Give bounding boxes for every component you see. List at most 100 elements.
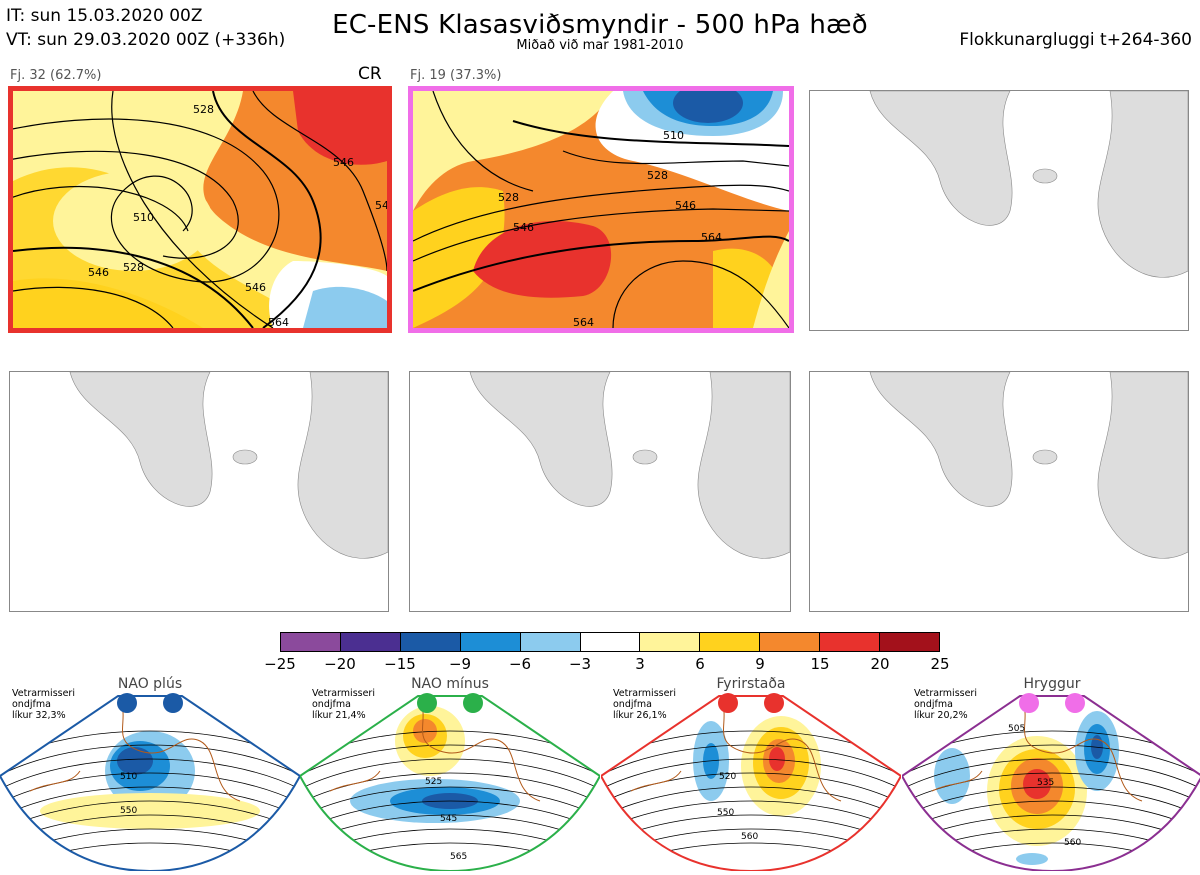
contour-label: 546	[375, 199, 387, 212]
colorbar-tick-label: −9	[448, 655, 472, 673]
regime-panel: 505 535 560 Hryggur Vetrarmisseri ondjfma líku…	[900, 676, 1200, 873]
regime-panel: 510 550 NAO plús Vetrarmisseri ondjfma líkur …	[0, 676, 302, 873]
contour-label: 528	[123, 261, 144, 274]
regime-map: 510 550	[0, 693, 302, 873]
regime-map: 520 550 560	[599, 693, 903, 873]
contour-label: 564	[268, 316, 289, 328]
colorbar-tick-label: 25	[930, 655, 950, 673]
regime-prob-line: Vetrarmisseri	[312, 688, 375, 699]
regime-contour-label: 550	[120, 806, 137, 816]
colorbar-segment	[400, 633, 461, 651]
anomaly-blob	[934, 748, 970, 804]
height-contour	[902, 758, 1200, 790]
regime-contour-label: 510	[120, 772, 137, 782]
contour-label: 546	[675, 199, 696, 212]
coastline	[29, 700, 241, 802]
colorbar-segment	[281, 633, 341, 651]
empty-cluster-map-6	[809, 371, 1189, 612]
empty-cluster-map-4	[9, 371, 389, 612]
colorbar-segment	[760, 633, 821, 651]
cluster-1-label: Fj. 32 (62.7%)	[10, 68, 102, 83]
empty-cluster-map-3	[809, 90, 1189, 331]
colorbar-tick-label: 20	[870, 655, 890, 673]
anomaly-blob	[1023, 769, 1051, 799]
regime-probability: Vetrarmisseri ondjfma líkur 20,2%	[914, 688, 977, 721]
contour-label: 546	[88, 266, 109, 279]
colorbar-segment	[340, 633, 401, 651]
regime-marker-dot	[417, 693, 437, 713]
regime-contour-label: 550	[717, 808, 734, 818]
classification-window: Flokkunargluggi t+264-360	[959, 30, 1192, 50]
contour-label: 528	[193, 103, 214, 116]
height-contour	[0, 800, 300, 832]
height-contour	[0, 842, 300, 871]
contour-label: 510	[663, 129, 684, 142]
anomaly-blob	[40, 793, 260, 829]
regime-prob-line: Vetrarmisseri	[914, 688, 977, 699]
height-contour	[0, 744, 300, 776]
cluster-1-regime: CR	[358, 64, 382, 84]
regime-prob-line: ondjfma	[914, 699, 953, 710]
colorbar-segment	[700, 633, 761, 651]
contour-label: 546	[245, 281, 266, 294]
height-contour	[300, 786, 600, 818]
regime-contour-label: 525	[425, 777, 442, 787]
page-subtitle: Miðað við mar 1981-2010	[516, 38, 684, 53]
regime-title: Hryggur	[1023, 676, 1081, 692]
regime-contour-label: 505	[1008, 724, 1025, 734]
colorbar-tick-label: −20	[324, 655, 356, 673]
regime-contour-label: 565	[450, 852, 467, 862]
contour-label: 528	[647, 169, 668, 182]
cluster-1-map: 510 528 528 546 546 546 546 564	[8, 86, 392, 333]
colorbar-tick-label: 3	[635, 655, 645, 673]
regime-contour-label: 545	[440, 814, 457, 824]
anomaly-colorbar	[280, 632, 940, 652]
height-contour	[902, 744, 1200, 776]
regime-marker-dot	[718, 693, 738, 713]
colorbar-segment	[820, 633, 881, 651]
anomaly-blob	[769, 747, 785, 771]
height-contour	[300, 758, 600, 790]
anomaly-blob	[1016, 853, 1048, 865]
regime-marker-dot	[1065, 693, 1085, 713]
regime-prob-line: ondjfma	[12, 699, 51, 710]
colorbar-segment	[460, 633, 521, 651]
regime-prob-line: ondjfma	[613, 699, 652, 710]
height-contour	[601, 744, 901, 776]
coastline	[931, 700, 1143, 802]
init-time: IT: sun 15.03.2020 00Z	[6, 6, 203, 26]
height-contour	[902, 800, 1200, 832]
regime-map: 525 545 565	[298, 693, 602, 873]
height-contour	[0, 758, 300, 790]
colorbar-tick-label: −6	[508, 655, 532, 673]
regime-prob-line: líkur 32,3%	[12, 710, 66, 721]
page-title: EC-ENS Klasasviðsmyndir - 500 hPa hæð	[332, 10, 868, 40]
regime-marker-dot	[117, 693, 137, 713]
regime-contour-label: 535	[1037, 778, 1054, 788]
height-contour	[0, 786, 300, 818]
colorbar-tick-label: 15	[810, 655, 830, 673]
colorbar-segment	[520, 633, 581, 651]
regime-title: Fyrirstaða	[716, 676, 786, 692]
cluster-2-label: Fj. 19 (37.3%)	[410, 68, 502, 83]
regime-prob-line: Vetrarmisseri	[12, 688, 75, 699]
empty-cluster-map-5	[409, 371, 791, 612]
regime-prob-line: ondjfma	[312, 699, 351, 710]
coastline	[329, 700, 541, 802]
colorbar-tick-label: −25	[264, 655, 296, 673]
regime-probability: Vetrarmisseri ondjfma líkur 32,3%	[12, 688, 75, 721]
valid-time: VT: sun 29.03.2020 00Z (+336h)	[6, 30, 286, 50]
height-contour	[601, 758, 901, 790]
contour-label: 528	[498, 191, 519, 204]
height-contour	[300, 800, 600, 832]
regime-probability: Vetrarmisseri ondjfma líkur 21,4%	[312, 688, 375, 721]
regime-panel: 520 550 560 Fyrirstaða Vetrarmisseri ondjfma l…	[599, 676, 903, 873]
height-contour	[902, 786, 1200, 818]
height-contour	[601, 786, 901, 818]
height-contour	[601, 842, 901, 871]
regime-marker-dot	[163, 693, 183, 713]
regime-contour-label: 520	[719, 772, 736, 782]
regime-map: 505 535 560	[900, 693, 1200, 873]
regime-contour-label: 560	[741, 832, 758, 842]
regime-marker-dot	[764, 693, 784, 713]
